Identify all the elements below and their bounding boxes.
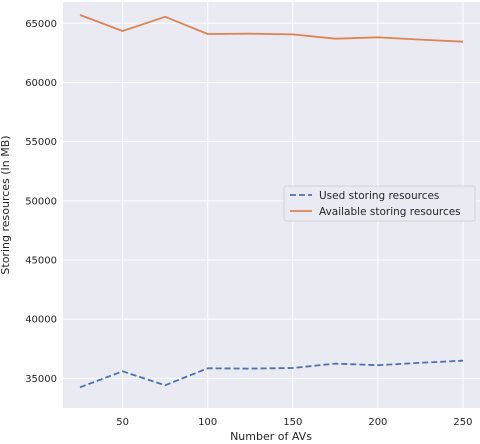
legend-box [283,185,476,222]
x-tick-label: 50 [116,417,129,428]
legend: Used storing resources Available storing… [283,185,476,222]
x-tick-label: 200 [368,417,387,428]
y-tick-label: 45000 [25,256,57,267]
y-axis-label: Storing resources (In MB) [0,135,12,274]
legend-label-available: Available storing resources [319,206,461,218]
x-tick-label: 150 [283,417,302,428]
x-tick-labels: 50 100 150 200 250 [116,417,472,428]
y-tick-label: 50000 [25,196,57,207]
y-tick-label: 35000 [25,374,57,385]
y-tick-label: 65000 [25,19,57,30]
legend-label-used: Used storing resources [319,190,439,202]
x-tick-label: 100 [198,417,217,428]
series-lines [79,14,464,389]
series-line-available [79,14,464,43]
y-tick-label: 60000 [25,78,57,89]
x-axis-label: Number of AVs [230,430,312,443]
x-tick-label: 250 [453,417,472,428]
y-tick-label: 40000 [25,315,57,326]
y-tick-labels: 35000 40000 45000 50000 55000 60000 65000 [25,19,57,385]
series-line-used [79,359,464,389]
y-tick-label: 55000 [25,137,57,148]
